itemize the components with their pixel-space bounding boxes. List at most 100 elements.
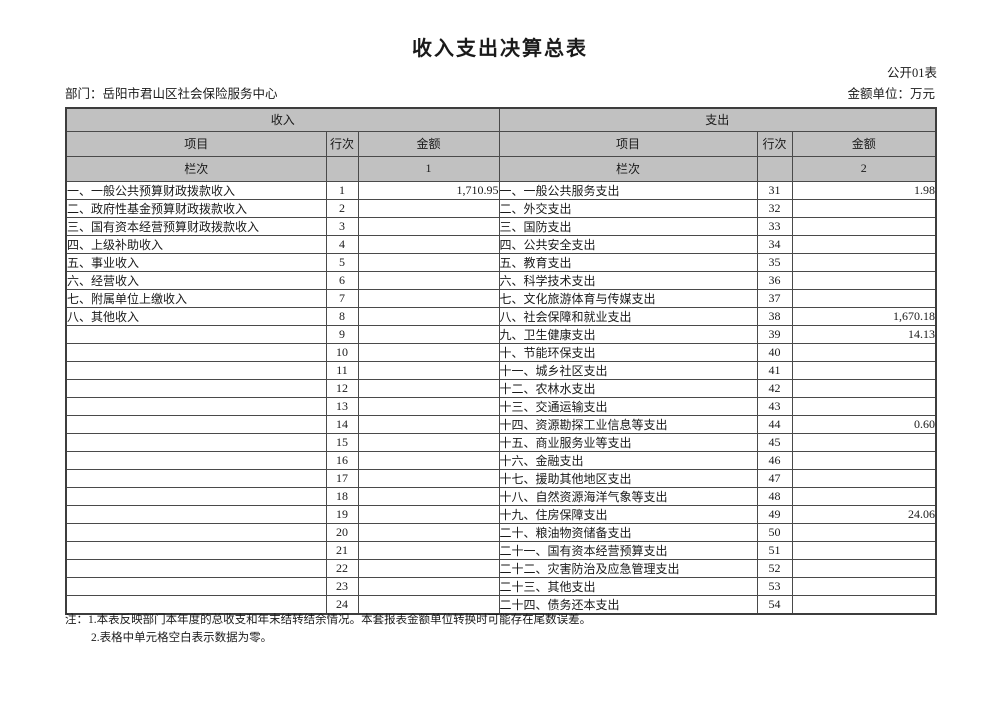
table-row: 七、附属单位上缴收入 7 七、文化旅游体育与传媒支出 37 — [65, 288, 937, 308]
table-row: 六、经营收入 6 六、科学技术支出 36 — [65, 270, 937, 290]
income-amount-cell — [357, 576, 500, 596]
expense-line-no-cell: 40 — [756, 342, 793, 362]
expense-line-no-cell: 48 — [756, 486, 793, 506]
expense-item-cell: 二十三、其他支出 — [498, 576, 758, 596]
expense-item-cell: 七、文化旅游体育与传媒支出 — [498, 288, 758, 308]
income-line-no-cell: 11 — [325, 360, 359, 380]
expense-line-no-cell: 39 — [756, 324, 793, 344]
column-header-row: 项目 行次 金额 项目 行次 金额 — [65, 130, 937, 157]
expense-item-cell: 十、节能环保支出 — [498, 342, 758, 362]
table-row: 17 十七、援助其他地区支出 47 — [65, 468, 937, 488]
income-line-no-cell: 14 — [325, 414, 359, 434]
table-row: 15 十五、商业服务业等支出 45 — [65, 432, 937, 452]
income-amount-cell — [357, 432, 500, 452]
income-item-cell — [65, 324, 327, 344]
income-amount-cell — [357, 360, 500, 380]
expense-amount-cell — [791, 342, 937, 362]
income-item-cell — [65, 342, 327, 362]
income-item-cell — [65, 540, 327, 560]
income-line-no-cell: 10 — [325, 342, 359, 362]
table-row: 9 九、卫生健康支出 39 14.13 — [65, 324, 937, 344]
expense-amount-cell — [791, 486, 937, 506]
income-item-cell: 八、其他收入 — [65, 306, 327, 326]
expense-item-cell: 六、科学技术支出 — [498, 270, 758, 290]
income-line-no-cell: 15 — [325, 432, 359, 452]
expense-amount-cell — [791, 252, 937, 272]
income-item-cell — [65, 396, 327, 416]
income-amount-cell — [357, 594, 500, 614]
expense-line-no-cell: 49 — [756, 504, 793, 524]
expense-item-cell: 十二、农林水支出 — [498, 378, 758, 398]
table-row: 10 十、节能环保支出 40 — [65, 342, 937, 362]
table-row: 24 二十四、债务还本支出 54 — [65, 594, 937, 614]
expense-amount-cell — [791, 432, 937, 452]
income-line-no-cell: 6 — [325, 270, 359, 290]
expense-line-no-cell: 32 — [756, 198, 793, 218]
expense-item-cell: 十八、自然资源海洋气象等支出 — [498, 486, 758, 506]
income-amount-cell — [357, 522, 500, 542]
expense-amount-cell: 1,670.18 — [791, 306, 937, 326]
income-line-no-cell: 7 — [325, 288, 359, 308]
expense-amount-cell: 14.13 — [791, 324, 937, 344]
income-item-cell — [65, 414, 327, 434]
expense-line-no-header: 行次 — [756, 130, 793, 157]
column-index-row: 栏次 1 栏次 2 — [65, 155, 937, 182]
expense-item-cell: 九、卫生健康支出 — [498, 324, 758, 344]
income-item-cell: 七、附属单位上缴收入 — [65, 288, 327, 308]
expense-amount-cell — [791, 396, 937, 416]
income-amount-cell — [357, 198, 500, 218]
expense-item-cell: 二、外交支出 — [498, 198, 758, 218]
income-amount-cell — [357, 450, 500, 470]
expense-amount-cell — [791, 216, 937, 236]
income-item-cell: 三、国有资本经营预算财政拨款收入 — [65, 216, 327, 236]
final-accounts-table: 收入 支出 项目 行次 金额 项目 行次 金额 栏次 1 栏次 2 一、一般公共… — [65, 107, 938, 615]
expense-line-no-cell: 38 — [756, 306, 793, 326]
expense-amount-cell — [791, 198, 937, 218]
expense-amount-cell — [791, 468, 937, 488]
expense-lanci-lineno-cell — [756, 155, 793, 182]
table-body: 一、一般公共预算财政拨款收入 1 1,710.95 一、一般公共服务支出 31 1.98 二… — [65, 180, 937, 614]
table-row: 14 十四、资源勘探工业信息等支出 44 0.60 — [65, 414, 937, 434]
income-line-no-cell: 23 — [325, 576, 359, 596]
income-line-no-cell: 4 — [325, 234, 359, 254]
income-lanci-lineno-cell — [325, 155, 359, 182]
income-line-no-cell: 13 — [325, 396, 359, 416]
expense-amount-cell — [791, 558, 937, 578]
expense-amount-cell — [791, 360, 937, 380]
expense-line-no-cell: 53 — [756, 576, 793, 596]
expense-line-no-cell: 54 — [756, 594, 793, 614]
expense-item-cell: 三、国防支出 — [498, 216, 758, 236]
income-item-header: 项目 — [65, 130, 327, 157]
expense-item-cell: 二十二、灾害防治及应急管理支出 — [498, 558, 758, 578]
table-row: 21 二十一、国有资本经营预算支出 51 — [65, 540, 937, 560]
expense-amount-cell: 1.98 — [791, 180, 937, 200]
income-line-no-cell: 1 — [325, 180, 359, 200]
income-amount-cell — [357, 252, 500, 272]
income-line-no-cell: 22 — [325, 558, 359, 578]
expense-item-cell: 十九、住房保障支出 — [498, 504, 758, 524]
expense-line-no-cell: 50 — [756, 522, 793, 542]
income-amount-cell — [357, 504, 500, 524]
expense-item-cell: 八、社会保障和就业支出 — [498, 306, 758, 326]
income-amount-cell — [357, 414, 500, 434]
footnotes: 注：1.本表反映部门本年度的总收支和年末结转结余情况。本套报表金额单位转换时可能… — [65, 611, 591, 647]
income-line-no-cell: 8 — [325, 306, 359, 326]
form-code-label: 公开01表 — [886, 66, 937, 80]
income-amount-cell — [357, 558, 500, 578]
income-line-no-header: 行次 — [325, 130, 359, 157]
table-row: 二、政府性基金预算财政拨款收入 2 二、外交支出 32 — [65, 198, 937, 218]
income-amount-cell — [357, 270, 500, 290]
table-row: 20 二十、粮油物资储备支出 50 — [65, 522, 937, 542]
table-row: 四、上级补助收入 4 四、公共安全支出 34 — [65, 234, 937, 254]
expense-line-no-cell: 43 — [756, 396, 793, 416]
table-row: 22 二十二、灾害防治及应急管理支出 52 — [65, 558, 937, 578]
income-line-no-cell: 5 — [325, 252, 359, 272]
income-amount-cell — [357, 216, 500, 236]
income-amount-cell — [357, 378, 500, 398]
expense-line-no-cell: 52 — [756, 558, 793, 578]
expense-lanci-label: 栏次 — [498, 155, 758, 182]
income-line-no-cell: 24 — [325, 594, 359, 614]
income-line-no-cell: 3 — [325, 216, 359, 236]
expense-amount-cell — [791, 594, 937, 614]
income-amount-cell: 1,710.95 — [357, 180, 500, 200]
